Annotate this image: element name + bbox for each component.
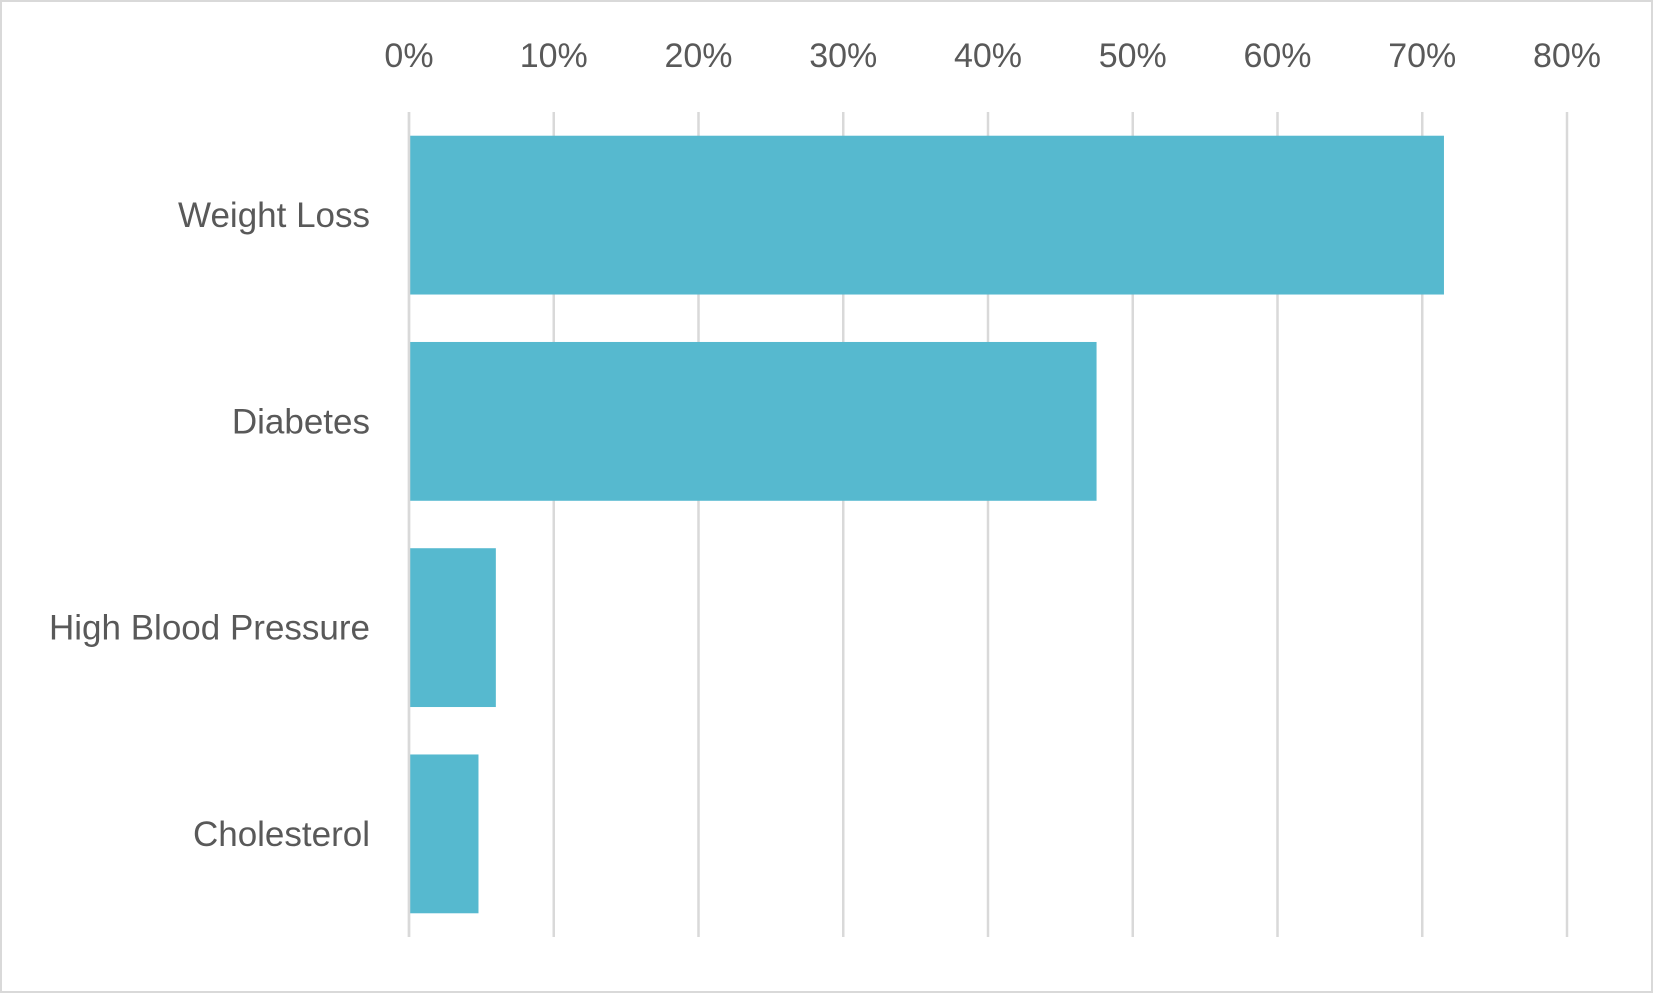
category-label: Diabetes	[232, 402, 370, 441]
x-tick-label: 60%	[1243, 37, 1311, 75]
x-tick-label: 40%	[954, 37, 1022, 75]
category-label: Weight Loss	[178, 196, 370, 235]
bar	[409, 754, 479, 914]
x-tick-label: 0%	[384, 37, 433, 75]
x-tick-label: 70%	[1388, 37, 1456, 75]
category-label: Cholesterol	[193, 815, 370, 854]
x-tick-label: 30%	[809, 37, 877, 75]
x-tick-label: 50%	[1099, 37, 1167, 75]
category-labels: Weight Loss Diabetes High Blood Pressure Ch…	[49, 196, 370, 854]
bar	[409, 135, 1444, 295]
x-tick-label: 20%	[664, 37, 732, 75]
x-tick-label: 10%	[520, 37, 588, 75]
bar	[409, 548, 496, 708]
bars	[409, 135, 1444, 914]
x-axis-ticks: 0% 10% 20% 30% 40% 50% 60% 70% 80%	[384, 37, 1601, 75]
bar	[409, 341, 1097, 501]
x-tick-label: 80%	[1533, 37, 1601, 75]
category-label: High Blood Pressure	[49, 609, 370, 648]
